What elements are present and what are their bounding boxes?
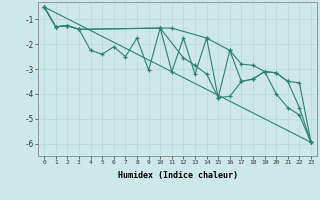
X-axis label: Humidex (Indice chaleur): Humidex (Indice chaleur) — [118, 171, 238, 180]
